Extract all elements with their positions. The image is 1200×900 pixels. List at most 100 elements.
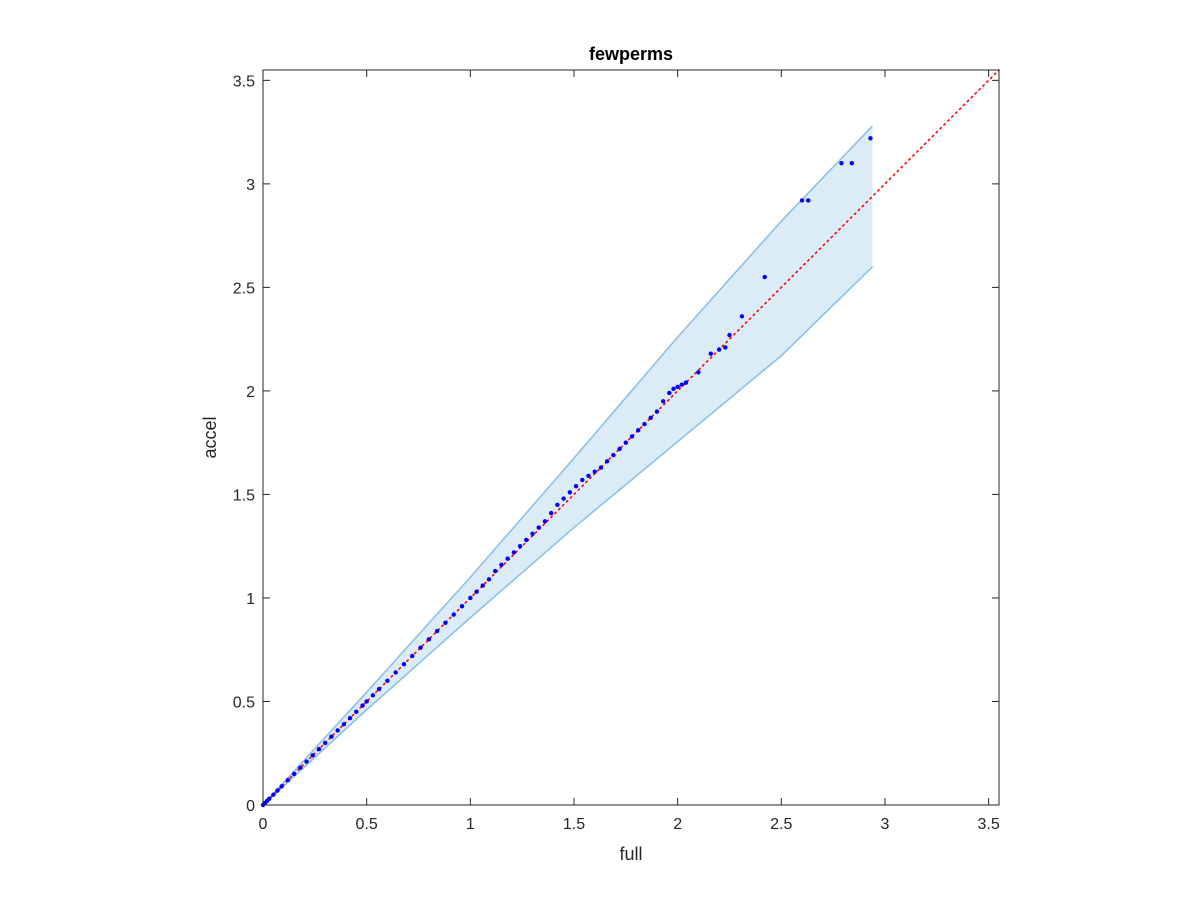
data-point: [493, 568, 498, 574]
data-point: [604, 459, 610, 464]
data-point: [654, 409, 660, 414]
data-point: [322, 740, 328, 746]
y-tick-label: 3.5: [233, 73, 255, 90]
data-point: [675, 384, 680, 389]
data-point: [468, 595, 473, 601]
data-point: [598, 465, 604, 470]
confidence-band-upper-line: [262, 125, 874, 806]
x-axis-label: full: [619, 844, 642, 864]
y-tick-label: 1.5: [233, 487, 255, 504]
y-tick-label: 2.5: [233, 280, 255, 297]
y-axis-label: accel: [200, 416, 220, 458]
data-point: [530, 531, 535, 536]
data-point: [586, 473, 591, 479]
x-tick-label: 1: [466, 816, 475, 833]
y-tick-label: 3: [246, 177, 255, 194]
x-tick-label: 0: [259, 816, 268, 833]
data-point: [716, 347, 722, 352]
data-point: [443, 620, 448, 626]
data-point: [316, 746, 322, 752]
data-point: [459, 604, 465, 609]
data-point: [474, 589, 479, 594]
data-point: [683, 380, 689, 385]
data-point: [580, 477, 585, 483]
data-point: [275, 788, 280, 793]
ticks-layer: 0 0.5 1 1.5 2 2.5 3 3.5 0 0.5 1 1.5 2 2.5 3 3.5: [233, 70, 1000, 833]
data-point: [511, 550, 517, 555]
data-point: [370, 693, 376, 698]
y-tick-label: 2: [246, 384, 255, 401]
data-point: [291, 771, 297, 777]
data-point: [542, 519, 548, 524]
confidence-band-layer: [262, 125, 874, 806]
x-tick-label: 2.5: [770, 816, 792, 833]
data-point: [739, 314, 745, 319]
data-point: [548, 510, 554, 516]
data-point: [696, 370, 701, 375]
data-point: [347, 715, 353, 721]
data-point: [298, 765, 303, 770]
data-point: [285, 777, 291, 783]
data-point: [708, 351, 714, 356]
data-point: [310, 753, 315, 758]
data-point: [611, 452, 616, 458]
data-point: [623, 440, 629, 445]
data-point: [499, 562, 504, 568]
data-point: [839, 160, 844, 166]
data-point: [304, 759, 309, 764]
data-point: [799, 198, 805, 203]
data-point: [762, 274, 767, 280]
x-tick-label: 3.5: [978, 816, 1000, 833]
x-tick-label: 3: [881, 816, 890, 833]
data-point: [271, 792, 276, 797]
data-point: [806, 198, 811, 203]
data-point: [671, 386, 676, 392]
data-point: [629, 434, 635, 439]
data-point: [561, 496, 566, 501]
data-point: [376, 686, 382, 692]
data-point: [480, 583, 485, 588]
data-point: [335, 728, 340, 733]
data-point: [360, 703, 365, 708]
x-tick-label: 0.5: [356, 816, 378, 833]
data-point: [329, 734, 334, 739]
data-point: [418, 645, 423, 650]
data-point: [592, 469, 597, 474]
data-point: [505, 556, 510, 561]
data-point: [660, 399, 666, 404]
data-point: [364, 699, 369, 704]
data-point: [486, 577, 492, 582]
y-tick-label: 1: [246, 591, 255, 608]
data-point: [401, 662, 407, 667]
data-point: [451, 612, 456, 617]
data-point: [385, 678, 390, 683]
x-tick-label: 2: [673, 816, 682, 833]
y-tick-label: 0: [246, 798, 255, 815]
y-tick-label: 0.5: [233, 694, 255, 711]
data-point: [727, 332, 732, 338]
data-point: [267, 796, 272, 801]
data-point: [279, 784, 284, 789]
chart-title: fewperms: [589, 44, 673, 64]
data-point: [434, 628, 440, 634]
data-point: [868, 136, 873, 141]
data-point: [567, 490, 573, 495]
axes-layer: [262, 69, 1000, 806]
data-point: [573, 483, 579, 489]
data-point: [849, 160, 854, 166]
axes-box: [262, 69, 1000, 806]
data-point: [410, 653, 415, 659]
data-points-layer: [260, 136, 873, 808]
data-point: [667, 390, 672, 396]
data-point: [648, 415, 653, 421]
data-point: [679, 382, 684, 387]
data-point: [636, 428, 641, 433]
data-point: [617, 446, 622, 452]
data-point: [536, 525, 541, 530]
data-point: [723, 345, 728, 350]
data-point: [341, 722, 347, 727]
data-point: [517, 543, 523, 549]
data-point: [524, 537, 529, 543]
data-point: [555, 502, 560, 507]
data-point: [393, 670, 398, 675]
